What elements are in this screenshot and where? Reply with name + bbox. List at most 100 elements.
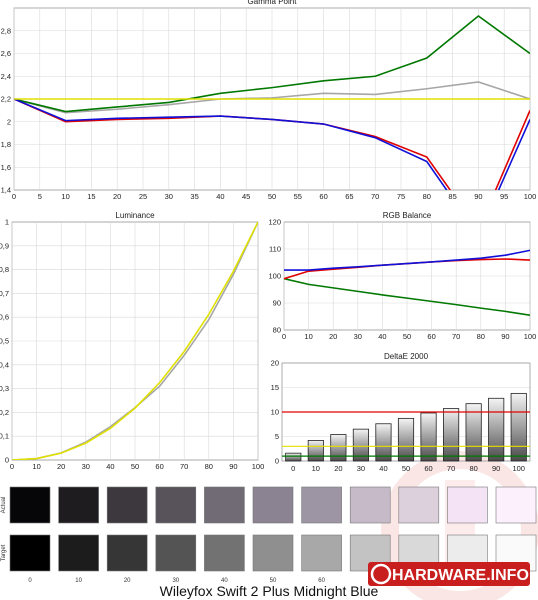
gamma-xtick-label: 60 xyxy=(319,192,327,201)
deltae-ytick-label: 10 xyxy=(271,408,279,417)
luminance-ytick-label: 0,6 xyxy=(0,313,9,322)
deltae-xtick-label: 20 xyxy=(334,464,342,473)
rgb-ytick-label: 90 xyxy=(273,299,281,308)
gamma-xtick-label: 35 xyxy=(190,192,198,201)
gamma-xtick-label: 5 xyxy=(38,192,42,201)
swatch-actual xyxy=(398,486,440,524)
deltae-bar xyxy=(420,412,437,462)
luminance-xtick-label: 70 xyxy=(180,462,188,471)
gamma-xtick-label: 80 xyxy=(423,192,431,201)
rgb-xtick-label: 10 xyxy=(304,332,312,341)
deltae-bar xyxy=(510,392,527,462)
gamma-xtick-label: 10 xyxy=(61,192,69,201)
swatch-label: 30 xyxy=(172,578,179,584)
deltae-bar xyxy=(285,452,302,462)
swatch-actual xyxy=(9,486,51,524)
deltae-ytick-label: 0 xyxy=(275,457,279,466)
luminance-ytick-label: 0 xyxy=(5,456,9,465)
swatch-label: 0 xyxy=(28,578,32,584)
swatch-label: 10 xyxy=(75,578,82,584)
rgb-series-green xyxy=(284,277,530,316)
luminance-ytick-label: 0,7 xyxy=(0,289,9,298)
swatch-actual xyxy=(495,486,537,524)
swatch-label: 40 xyxy=(221,578,228,584)
rgb-xtick-label: 50 xyxy=(403,332,411,341)
rgb-series-blue xyxy=(284,249,530,271)
deltae-bar xyxy=(488,397,505,462)
deltae-ytick-label: 5 xyxy=(275,432,279,441)
grayscale-swatches: Actual Target 0 10 20 30 40 50 60 xyxy=(1,486,537,584)
rgb-title: RGB Balance xyxy=(383,211,432,220)
gamma-xtick-label: 20 xyxy=(113,192,121,201)
deltae-title: DeltaE 2000 xyxy=(384,352,429,361)
swatch-label: 60 xyxy=(318,578,325,584)
rgb-ytick-label: 80 xyxy=(273,326,281,335)
rgb-xtick-label: 70 xyxy=(452,332,460,341)
watermark-ring xyxy=(381,451,538,600)
swatch-target xyxy=(252,534,294,572)
rgb-xtick-label: 0 xyxy=(282,332,286,341)
gamma-xtick-label: 55 xyxy=(294,192,302,201)
deltae-bar xyxy=(307,440,324,462)
swatch-target xyxy=(301,534,342,572)
luminance-xtick-label: 40 xyxy=(106,462,114,471)
hardware-info-logo: HARDWARE.INFO xyxy=(368,562,530,586)
rgb-xtick-label: 60 xyxy=(427,332,435,341)
luminance-xtick-label: 50 xyxy=(131,462,139,471)
swatch-target xyxy=(58,534,99,572)
luminance-ytick-label: 1 xyxy=(5,218,9,227)
gamma-ytick-label: 1,6 xyxy=(1,163,11,172)
rgb-xtick-label: 30 xyxy=(354,332,362,341)
luminance-ytick-label: 0,4 xyxy=(0,360,9,369)
deltae-xtick-label: 80 xyxy=(469,464,477,473)
deltae-bar xyxy=(375,423,392,462)
rgb-ytick-label: 100 xyxy=(268,272,281,281)
luminance-ytick-label: 0,9 xyxy=(0,241,9,250)
logo-ring-icon xyxy=(370,563,392,585)
gamma-series-blue xyxy=(14,98,530,190)
swatch-row-label: Actual xyxy=(1,497,7,514)
logo-text: HARDWARE.INFO xyxy=(392,567,529,584)
luminance-xtick-label: 0 xyxy=(10,462,14,471)
gamma-xtick-label: 0 xyxy=(12,192,16,201)
luminance-ytick-label: 0,5 xyxy=(0,337,9,346)
rgb-ytick-label: 110 xyxy=(269,245,281,254)
gamma-xtick-label: 85 xyxy=(448,192,456,201)
luminance-title: Luminance xyxy=(115,211,155,220)
rgb-xtick-label: 20 xyxy=(329,332,337,341)
deltae-xtick-label: 70 xyxy=(447,464,455,473)
deltae-xtick-label: 100 xyxy=(512,464,525,473)
deltae-xtick-label: 0 xyxy=(291,464,295,473)
deltae-ytick-label: 20 xyxy=(271,359,279,368)
swatch-actual xyxy=(204,486,245,524)
deltae-bar xyxy=(330,434,347,462)
gamma-xtick-label: 30 xyxy=(165,192,173,201)
rgb-xtick-label: 80 xyxy=(477,332,485,341)
luminance-xtick-label: 10 xyxy=(32,462,40,471)
swatch-actual xyxy=(301,486,342,524)
gamma-xtick-label: 70 xyxy=(371,192,379,201)
luminance-xtick-label: 80 xyxy=(205,462,213,471)
gamma-xtick-label: 25 xyxy=(139,192,147,201)
gamma-ytick-label: 1,8 xyxy=(1,140,11,149)
deltae-2000-chart: DeltaE 2000 0 5 10 15 20 0 10 20 30 40 50 60 70 80 90 10… xyxy=(271,352,531,473)
gamma-xtick-label: 15 xyxy=(87,192,95,201)
deltae-bar xyxy=(443,408,460,462)
luminance-xtick-label: 100 xyxy=(252,462,265,471)
deltae-xtick-label: 90 xyxy=(492,464,500,473)
luminance-xtick-label: 90 xyxy=(229,462,237,471)
gamma-ytick-label: 2,4 xyxy=(1,72,11,81)
swatch-actual xyxy=(252,486,294,524)
luminance-xtick-label: 30 xyxy=(82,462,90,471)
gamma-ytick-label: 2,8 xyxy=(1,26,11,35)
swatch-label: 20 xyxy=(124,578,131,584)
gamma-xtick-label: 65 xyxy=(345,192,353,201)
rgb-xtick-label: 90 xyxy=(501,332,509,341)
swatch-actual xyxy=(349,486,391,524)
swatch-target xyxy=(9,534,51,572)
deltae-bar xyxy=(352,428,369,462)
gamma-series-green xyxy=(14,14,530,113)
gamma-ytick-label: 1,4 xyxy=(1,186,11,195)
luminance-ytick-label: 0,1 xyxy=(0,432,9,441)
device-caption: Wileyfox Swift 2 Plus Midnight Blue xyxy=(160,583,379,599)
